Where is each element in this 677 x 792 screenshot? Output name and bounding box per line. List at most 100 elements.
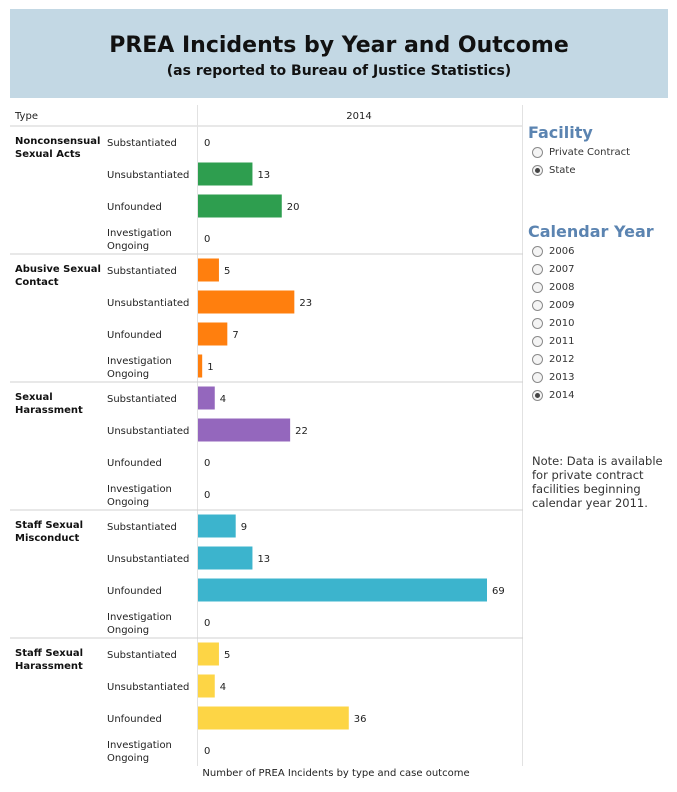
- bar: [198, 194, 282, 218]
- outcome-label: Unsubstantiated: [107, 682, 189, 693]
- group-label: Abusive Sexual Contact: [15, 264, 101, 288]
- outcome-label: Unfounded: [107, 202, 162, 213]
- year-option-label: 2006: [549, 245, 575, 257]
- year-option-2006[interactable]: 2006: [532, 244, 574, 258]
- facility-option-private-contract[interactable]: Private Contract: [532, 145, 630, 159]
- outcome-label: Unfounded: [107, 458, 162, 469]
- bar: [198, 354, 203, 378]
- bar-value-label: 0: [204, 138, 210, 149]
- radio-button[interactable]: [532, 263, 543, 275]
- chart-title: PREA Incidents by Year and Outcome: [109, 33, 569, 58]
- year-option-2012[interactable]: 2012: [532, 352, 574, 366]
- bar: [198, 386, 215, 410]
- radio-button[interactable]: [532, 353, 543, 365]
- year-option-label: 2012: [549, 353, 575, 365]
- radio-button[interactable]: [532, 299, 543, 311]
- outcome-label: Investigation Ongoing: [107, 740, 172, 764]
- year-option-2014[interactable]: 2014: [532, 388, 574, 402]
- outcome-label: Substantiated: [107, 266, 177, 277]
- bar: [198, 418, 291, 442]
- bar: [198, 322, 228, 346]
- year-option-label: 2007: [549, 263, 575, 275]
- bar: [198, 290, 295, 314]
- bar-value-label: 0: [204, 490, 210, 501]
- bar-value-label: 0: [204, 746, 210, 757]
- group-label: Sexual Harassment: [15, 392, 83, 416]
- outcome-label: Substantiated: [107, 522, 177, 533]
- outcome-label: Unsubstantiated: [107, 554, 189, 565]
- year-option-2010[interactable]: 2010: [532, 316, 574, 330]
- year-option-2011[interactable]: 2011: [532, 334, 574, 348]
- radio-button[interactable]: [532, 317, 543, 329]
- outcome-label: Unsubstantiated: [107, 298, 189, 309]
- bar-value-label: 22: [295, 426, 308, 437]
- outcome-label: Unsubstantiated: [107, 426, 189, 437]
- outcome-label: Unfounded: [107, 586, 162, 597]
- chart-caption: Number of PREA Incidents by type and cas…: [202, 768, 469, 779]
- year-option-label: 2010: [549, 317, 575, 329]
- year-option-2009[interactable]: 2009: [532, 298, 574, 312]
- outcome-label: Substantiated: [107, 650, 177, 661]
- group-label: Staff Sexual Misconduct: [15, 520, 83, 544]
- bar: [198, 578, 487, 602]
- radio-button[interactable]: [532, 245, 543, 257]
- year-option-label: 2013: [549, 371, 575, 383]
- chart-subtitle: (as reported to Bureau of Justice Statis…: [166, 63, 512, 79]
- outcome-label: Investigation Ongoing: [107, 356, 172, 380]
- bar-value-label: 4: [220, 682, 226, 693]
- year-option-2007[interactable]: 2007: [532, 262, 574, 276]
- bar-value-label: 0: [204, 618, 210, 629]
- radio-button[interactable]: [532, 281, 543, 293]
- year-column-header: 2014: [346, 111, 371, 122]
- bar: [198, 642, 219, 666]
- bar-value-label: 13: [257, 170, 270, 181]
- outcome-label: Unfounded: [107, 330, 162, 341]
- bar-value-label: 13: [257, 554, 270, 565]
- bar-value-label: 0: [204, 458, 210, 469]
- data-note: Note: Data is available for private cont…: [532, 454, 663, 510]
- outcome-label: Investigation Ongoing: [107, 612, 172, 636]
- facility-option-label: State: [549, 164, 576, 176]
- bar: [198, 674, 215, 698]
- calendar-year-filter-title: Calendar Year: [528, 222, 654, 241]
- year-option-label: 2014: [549, 389, 575, 401]
- bar-value-label: 5: [224, 650, 230, 661]
- radio-button[interactable]: [532, 389, 543, 401]
- facility-option-label: Private Contract: [549, 146, 631, 158]
- bar: [198, 546, 253, 570]
- radio-button[interactable]: [532, 335, 543, 347]
- year-option-2008[interactable]: 2008: [532, 280, 574, 294]
- bar-value-label: 5: [224, 266, 230, 277]
- outcome-label: Investigation Ongoing: [107, 484, 172, 508]
- year-option-2013[interactable]: 2013: [532, 370, 574, 384]
- bar-value-label: 4: [220, 394, 226, 405]
- year-option-label: 2011: [549, 335, 575, 347]
- chart-header: PREA Incidents by Year and Outcome (as r…: [10, 9, 668, 98]
- bar-value-label: 9: [241, 522, 247, 533]
- bar-value-label: 1: [207, 362, 213, 373]
- outcome-label: Substantiated: [107, 138, 177, 149]
- type-column-header: Type: [14, 111, 38, 122]
- year-option-label: 2009: [549, 299, 575, 311]
- bar: [198, 258, 219, 282]
- outcome-label: Substantiated: [107, 394, 177, 405]
- year-option-label: 2008: [549, 281, 575, 293]
- bar: [198, 706, 349, 730]
- outcome-label: Unsubstantiated: [107, 170, 189, 181]
- radio-button[interactable]: [532, 146, 543, 158]
- bar: [198, 514, 236, 538]
- outcome-label: Unfounded: [107, 714, 162, 725]
- outcome-label: Investigation Ongoing: [107, 228, 172, 252]
- facility-option-state[interactable]: State: [532, 163, 575, 177]
- group-label: Staff Sexual Harassment: [15, 648, 83, 672]
- bar: [198, 162, 253, 186]
- group-label: Nonconsensual Sexual Acts: [15, 136, 100, 160]
- bar-value-label: 23: [299, 298, 312, 309]
- bar-value-label: 36: [354, 714, 367, 725]
- facility-filter-title: Facility: [528, 123, 593, 142]
- radio-button[interactable]: [532, 164, 543, 176]
- bar-value-label: 7: [232, 330, 238, 341]
- bar-value-label: 0: [204, 234, 210, 245]
- radio-button[interactable]: [532, 371, 543, 383]
